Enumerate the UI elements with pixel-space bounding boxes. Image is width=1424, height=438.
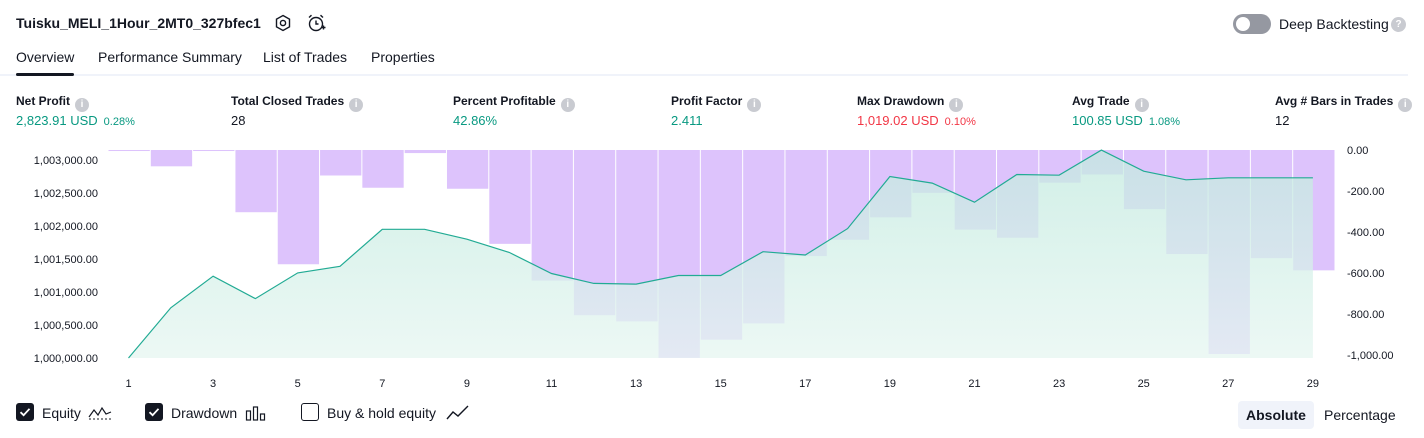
x-axis-tick-label: 17 (799, 378, 811, 390)
help-icon[interactable]: ? (1391, 17, 1406, 32)
drawdown-bar (277, 150, 320, 265)
metric-max-drawdown-label: Max Drawdown i (857, 94, 964, 112)
add-alert-icon[interactable] (305, 12, 327, 34)
info-icon[interactable]: i (1134, 98, 1149, 112)
info-icon[interactable]: i (747, 98, 762, 112)
info-icon[interactable]: i (560, 98, 575, 112)
metric-percent-profitable-value: 42.86% (453, 113, 498, 128)
equity-line-icon (88, 406, 112, 420)
x-axis-tick-label: 21 (968, 378, 980, 390)
metric-max-drawdown-value: 1,019.02 USD 0.10% (857, 113, 976, 128)
x-axis-tick-label: 5 (295, 378, 301, 390)
right-axis-tick-label: -1,000.00 (1347, 350, 1393, 362)
x-axis-tick-label: 29 (1307, 378, 1319, 390)
report-tabs: Overview Performance Summary List of Tra… (0, 46, 1408, 76)
drawdown-bar (446, 150, 489, 189)
equity-area (128, 150, 1313, 358)
equity-checkbox[interactable] (16, 403, 34, 421)
tab-list-of-trades[interactable]: List of Trades (263, 49, 348, 65)
drawdown-bar (362, 150, 404, 188)
x-axis: 1 3 5 7 9 11 13 15 17 19 21 23 25 27 29 (125, 378, 1319, 390)
right-axis-tick-label: -200.00 (1347, 186, 1384, 198)
metric-percent-profitable-label: Percent Profitable i (453, 94, 575, 112)
metric-total-closed-trades-value: 28 (231, 113, 246, 128)
right-axis-tick-label: -600.00 (1347, 268, 1384, 280)
x-axis-tick-label: 11 (546, 378, 557, 390)
right-axis-tick-label: 0.00 (1347, 145, 1368, 157)
drawdown-bar (404, 150, 446, 154)
metric-avg-trade-label: Avg Trade i (1072, 94, 1149, 112)
deep-backtesting-toggle[interactable] (1233, 14, 1271, 34)
left-axis-tick-label: 1,001,000.00 (34, 287, 98, 299)
toggle-knob (1236, 17, 1250, 31)
x-axis-tick-label: 1 (125, 378, 131, 390)
report-header: Tuisku_MELI_1Hour_2MT0_327bfec1 Deep Bac… (0, 0, 1424, 46)
strategy-title: Tuisku_MELI_1Hour_2MT0_327bfec1 (16, 15, 261, 31)
left-axis-tick-label: 1,002,500.00 (34, 188, 98, 200)
drawdown-bar (150, 150, 193, 167)
deep-backtesting-label: Deep Backtesting (1279, 16, 1389, 32)
drawdown-bar (531, 150, 573, 281)
x-axis-tick-label: 9 (464, 378, 470, 390)
drawdown-label: Drawdown (171, 405, 238, 421)
metric-avg-bars-value: 12 (1275, 113, 1290, 128)
metric-net-profit-value: 2,823.91 USD 0.28% (16, 113, 135, 128)
left-axis: 1,003,000.00 1,002,500.00 1,002,000.00 1,00… (34, 155, 98, 365)
x-axis-tick-label: 3 (210, 378, 216, 390)
info-icon[interactable]: i (75, 98, 89, 112)
left-axis-tick-label: 1,003,000.00 (34, 155, 98, 167)
drawdown-bar (193, 150, 235, 152)
x-axis-tick-label: 25 (1138, 378, 1150, 390)
trend-line-icon (446, 405, 469, 420)
x-axis-tick-label: 7 (379, 378, 385, 390)
bars-icon (245, 406, 266, 421)
left-axis-tick-label: 1,000,500.00 (34, 320, 98, 332)
x-axis-tick-label: 23 (1053, 378, 1065, 390)
x-axis-tick-label: 19 (884, 378, 896, 390)
right-axis-tick-label: -800.00 (1347, 309, 1384, 321)
drawdown-bar (489, 150, 531, 244)
tab-overview[interactable]: Overview (16, 49, 75, 76)
equity-label: Equity (42, 405, 81, 421)
right-axis-tick-label: -400.00 (1347, 227, 1384, 239)
equity-drawdown-chart[interactable]: 1,003,000.00 1,002,500.00 1,002,000.00 1,00… (0, 140, 1424, 395)
metric-total-closed-trades-label: Total Closed Trades i (231, 94, 364, 112)
buy-hold-checkbox[interactable] (301, 403, 319, 421)
left-axis-tick-label: 1,002,000.00 (34, 221, 98, 233)
left-axis-tick-label: 1,000,000.00 (34, 353, 98, 365)
x-axis-tick-label: 13 (630, 378, 642, 390)
drawdown-bar (785, 150, 827, 257)
tab-properties[interactable]: Properties (371, 49, 435, 65)
info-icon[interactable]: i (949, 98, 964, 112)
equity-line (128, 149, 1313, 359)
settings-icon[interactable] (272, 12, 294, 34)
drawdown-bar (108, 150, 150, 152)
x-axis-tick-label: 27 (1222, 378, 1234, 390)
drawdown-checkbox[interactable] (145, 403, 163, 421)
buy-hold-label: Buy & hold equity (327, 405, 436, 421)
metric-avg-bars-label: Avg # Bars in Trades i (1275, 94, 1413, 112)
drawdown-bar (320, 150, 362, 176)
info-icon[interactable]: i (1398, 98, 1413, 112)
metric-avg-trade-value: 100.85 USD 1.08% (1072, 113, 1181, 128)
percentage-button[interactable]: Percentage (1324, 407, 1396, 423)
metric-profit-factor-label: Profit Factor i (671, 94, 762, 112)
absolute-button[interactable]: Absolute (1238, 401, 1314, 429)
tab-performance-summary[interactable]: Performance Summary (98, 49, 242, 65)
left-axis-tick-label: 1,001,500.00 (34, 254, 98, 266)
metric-profit-factor-value: 2.411 (671, 113, 703, 128)
drawdown-bar (235, 150, 277, 213)
info-icon[interactable]: i (349, 98, 364, 112)
metric-net-profit-label: Net Profit i (16, 94, 89, 112)
x-axis-tick-label: 15 (715, 378, 727, 390)
right-axis: 0.00 -200.00 -400.00 -600.00 -800.00 -1,000.0… (1347, 145, 1393, 362)
